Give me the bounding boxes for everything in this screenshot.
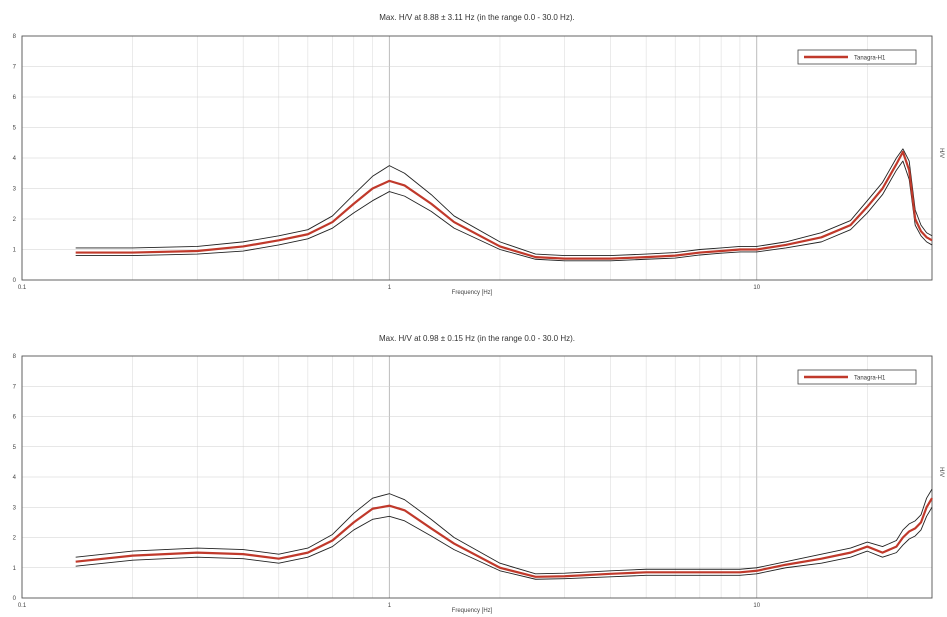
right-axis-label: H/V	[938, 467, 944, 477]
legend-label: Tanagra-H1	[854, 376, 886, 382]
y-tick-label: 1	[13, 566, 17, 572]
x-tick-label: 0.1	[18, 603, 27, 609]
x-tick-label: 10	[753, 285, 760, 291]
y-tick-label: 8	[13, 34, 17, 40]
y-tick-label: 5	[13, 126, 17, 132]
y-tick-label: 6	[13, 95, 17, 101]
x-tick-label: 1	[388, 603, 392, 609]
x-axis-label: Frequency [Hz]	[452, 608, 493, 614]
x-axis-label: Frequency [Hz]	[452, 290, 493, 296]
x-tick-label: 0.1	[18, 285, 27, 291]
chart-panel-2: Max. H/V at 0.98 ± 0.15 Hz (in the range…	[13, 334, 944, 614]
y-tick-label: 3	[13, 505, 17, 511]
legend-box	[797, 369, 917, 385]
y-tick-label: 2	[13, 217, 17, 223]
chart-title: Max. H/V at 8.88 ± 3.11 Hz (in the range…	[379, 13, 574, 22]
y-tick-label: 4	[13, 475, 17, 481]
y-tick-label: 3	[13, 187, 17, 193]
plot-frame	[21, 35, 933, 281]
legend-box	[797, 49, 917, 65]
y-tick-label: 6	[13, 415, 17, 421]
legend-label: Tanagra-H1	[854, 56, 886, 62]
series-line-mean	[75, 150, 933, 260]
x-tick-label: 1	[388, 285, 392, 291]
series-line-upper-std	[75, 488, 933, 575]
x-tick-label: 10	[753, 603, 760, 609]
series-line-lower-std	[75, 160, 933, 262]
series-line-lower-std	[75, 507, 933, 580]
right-axis-label: H/V	[938, 148, 944, 158]
y-tick-label: 8	[13, 354, 17, 360]
y-tick-label: 0	[13, 278, 17, 284]
y-tick-label: 4	[13, 156, 17, 162]
plot-frame	[21, 355, 933, 599]
y-tick-label: 1	[13, 248, 17, 254]
series-line-mean	[75, 497, 933, 578]
chart-title: Max. H/V at 0.98 ± 0.15 Hz (in the range…	[379, 334, 575, 343]
y-tick-label: 0	[13, 596, 17, 602]
y-tick-label: 7	[13, 65, 17, 71]
chart-panel-1: Max. H/V at 8.88 ± 3.11 Hz (in the range…	[13, 13, 944, 296]
y-tick-label: 2	[13, 536, 17, 542]
y-tick-label: 7	[13, 384, 17, 390]
y-tick-label: 5	[13, 445, 17, 451]
series-line-upper-std	[75, 148, 933, 257]
